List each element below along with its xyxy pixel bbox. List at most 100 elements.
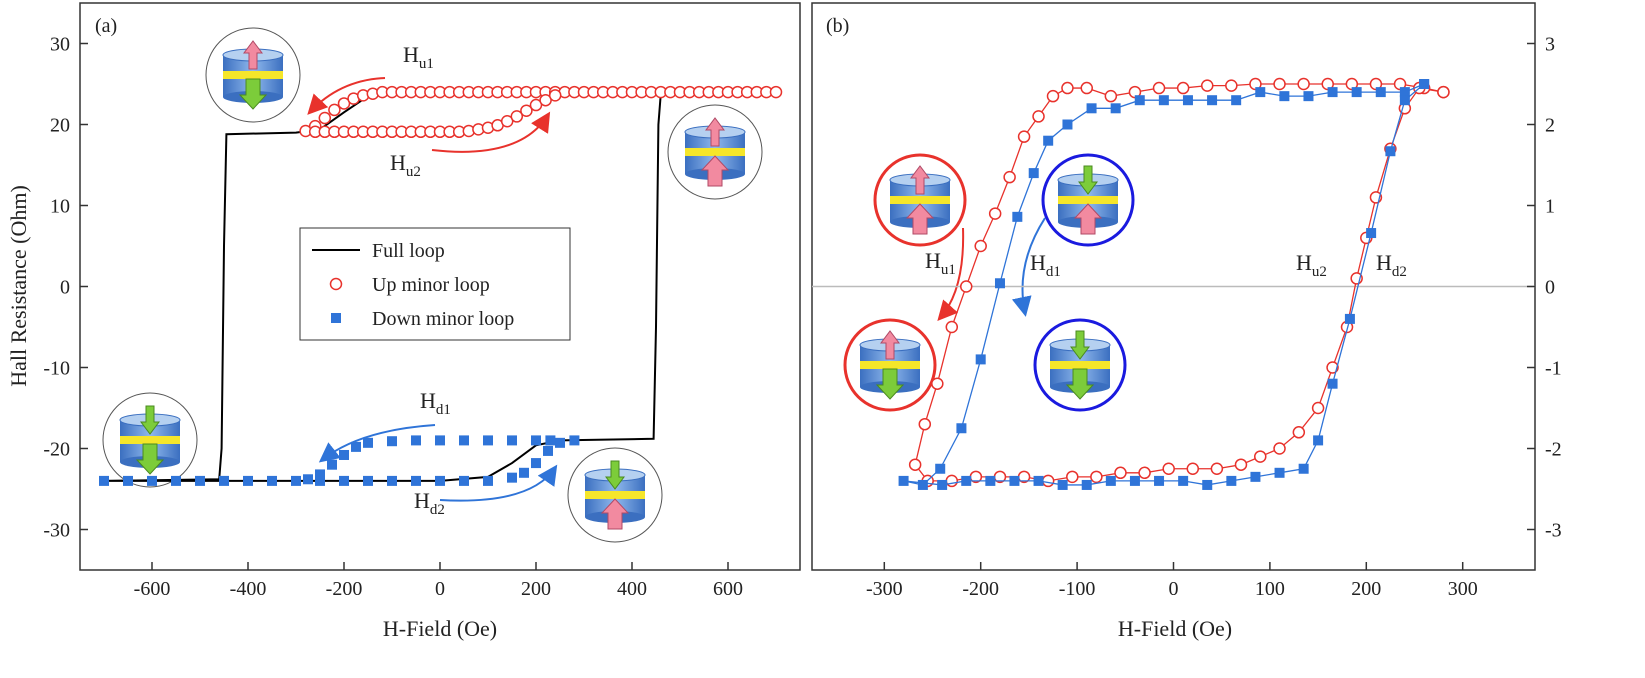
data-point — [1009, 475, 1020, 486]
x-tick-label: 0 — [1169, 578, 1179, 600]
data-point — [1200, 79, 1214, 92]
y-tick-label: -20 — [43, 439, 70, 461]
x-tick-label: -100 — [1059, 578, 1096, 600]
data-point — [1086, 103, 1097, 114]
data-point — [507, 472, 517, 483]
data-point — [339, 475, 349, 486]
data-point — [1043, 135, 1054, 146]
data-point — [291, 475, 301, 486]
annotation: Hu1 — [403, 42, 434, 72]
sweep-arrows — [307, 77, 1046, 502]
magnet-icon — [667, 104, 763, 200]
data-point — [328, 103, 341, 117]
data-point — [337, 97, 351, 110]
data-point — [1226, 475, 1237, 486]
x-tick-label: 600 — [713, 578, 743, 600]
magnet-icon — [1041, 153, 1135, 247]
data-point — [1327, 378, 1338, 389]
data-point — [387, 475, 397, 486]
x-tick-label: 400 — [617, 578, 647, 600]
x-tick-label: -200 — [962, 578, 999, 600]
data-point — [1046, 89, 1060, 103]
x-axis-label: H-Field (Oe) — [1118, 616, 1232, 641]
data-point — [435, 475, 445, 486]
data-point — [1303, 91, 1314, 102]
data-point — [917, 479, 928, 490]
data-point — [1003, 170, 1016, 184]
data-point — [315, 469, 325, 480]
x-tick-label: 300 — [1448, 578, 1478, 600]
annotation: Hd1 — [420, 388, 451, 418]
data-point — [975, 354, 986, 365]
data-point — [1366, 228, 1377, 239]
annotation: Hu1 — [925, 248, 956, 278]
data-point — [1080, 81, 1093, 95]
data-point — [985, 475, 996, 486]
data-point — [1138, 466, 1151, 480]
annotation: Hd2 — [1376, 250, 1407, 280]
data-point — [1041, 474, 1055, 488]
data-point — [1186, 462, 1200, 475]
y-tick-label: -2 — [1545, 439, 1562, 461]
data-point — [318, 111, 332, 125]
data-point — [1399, 95, 1410, 106]
arrow — [431, 111, 551, 153]
y-tick-label: -3 — [1545, 520, 1562, 542]
data-point — [1105, 475, 1116, 486]
data-point — [123, 475, 133, 486]
annotation: Hu2 — [1296, 250, 1327, 280]
data-point — [956, 423, 967, 434]
data-point — [531, 458, 541, 469]
annotation: Hd1 — [1030, 250, 1061, 280]
data-point — [539, 93, 552, 107]
x-tick-label: 100 — [1255, 578, 1285, 600]
data-point — [1152, 81, 1166, 95]
data-point — [898, 475, 909, 486]
x-tick-label: -200 — [326, 578, 363, 600]
data-point — [1158, 95, 1169, 106]
data-point — [1375, 87, 1386, 98]
y-tick-label: 0 — [1545, 277, 1555, 299]
legend-label: Down minor loop — [372, 308, 514, 330]
data-point — [1032, 110, 1045, 123]
data-point — [1351, 87, 1362, 98]
data-point — [1385, 146, 1396, 157]
y-tick-label: 30 — [50, 34, 70, 56]
data-point — [1297, 77, 1310, 91]
data-point — [555, 437, 565, 448]
data-point — [507, 435, 517, 446]
x-tick-label: 0 — [435, 578, 445, 600]
y-tick-label: 3 — [1545, 34, 1555, 56]
data-point — [315, 475, 325, 486]
data-point — [500, 115, 514, 128]
data-point — [529, 98, 543, 112]
data-point — [1292, 426, 1306, 439]
arrow — [307, 77, 386, 115]
arrow — [1011, 217, 1046, 317]
y-axis-label: Hall Resistance (Ohm) — [6, 185, 31, 387]
data-point — [935, 463, 946, 474]
data-point — [483, 435, 493, 446]
legend-label: Up minor loop — [372, 274, 490, 296]
data-point — [1273, 442, 1286, 455]
data-point — [1273, 77, 1286, 91]
data-point — [1104, 89, 1118, 103]
data-point — [1210, 462, 1224, 475]
data-point — [1298, 463, 1309, 474]
data-point — [243, 475, 253, 486]
data-point — [988, 207, 1002, 220]
magnet-icon — [843, 318, 937, 412]
data-point — [1207, 95, 1218, 106]
data-point — [195, 475, 205, 486]
panel-label: (b) — [826, 15, 849, 37]
data-point — [1114, 466, 1127, 480]
data-point — [1234, 458, 1248, 471]
data-point — [520, 104, 533, 117]
data-point — [531, 435, 541, 446]
y-tick-label: 2 — [1545, 115, 1555, 137]
data-point — [99, 475, 109, 486]
y-tick-label: -10 — [43, 358, 70, 380]
data-point — [411, 435, 421, 446]
x-axis-label: H-Field (Oe) — [383, 616, 497, 641]
y-tick-label: -1 — [1545, 358, 1562, 380]
